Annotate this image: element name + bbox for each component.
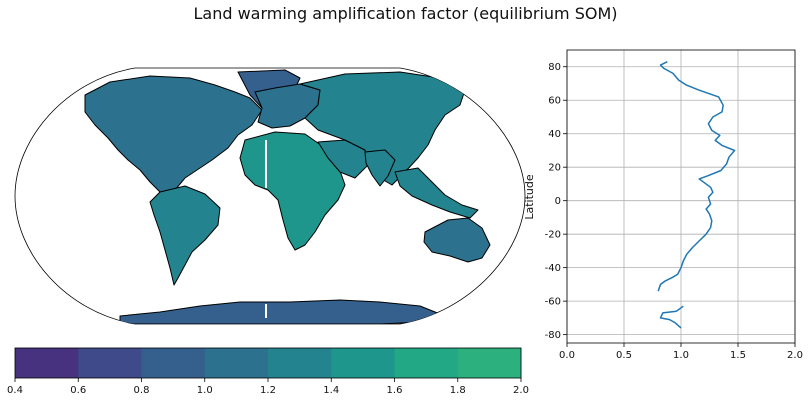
- colorbar-tick-label: 1.8: [450, 385, 466, 396]
- profile-series-line: [657, 61, 736, 292]
- land-south-america: [149, 185, 221, 286]
- y-tick-label: 60: [548, 96, 561, 107]
- x-tick-label: 1.5: [730, 350, 746, 361]
- colorbar: 0.4 0.6 0.8 1.0 1.2 1.4 1.6 1.8 2.0: [7, 347, 529, 396]
- colorbar-tick-label: 1.2: [260, 385, 276, 396]
- x-tick-label: 0.5: [616, 350, 632, 361]
- y-tick-label: -80: [545, 330, 561, 341]
- colorbar-bin: [457, 348, 522, 378]
- y-tick-label: 20: [548, 163, 561, 174]
- figure-title: Land warming amplification factor (equil…: [193, 4, 618, 23]
- colorbar-tick-label: 0.6: [70, 385, 86, 396]
- land-australia: [423, 217, 491, 263]
- colorbar-tick-label: 1.6: [387, 385, 403, 396]
- colorbar-bin: [15, 348, 79, 378]
- land-india: [364, 149, 396, 187]
- x-tick-label: 1.0: [673, 350, 689, 361]
- colorbar-bin: [141, 348, 206, 378]
- colorbar-bin: [78, 348, 142, 378]
- profile-grid: [566, 50, 796, 343]
- colorbar-bin: [331, 348, 395, 378]
- colorbar-tick-label: 1.0: [197, 385, 213, 396]
- y-tick-label: 0: [555, 196, 561, 207]
- land-antarctica: [119, 299, 441, 324]
- colorbar-bin: [268, 348, 332, 378]
- profile-series-line: [659, 305, 684, 329]
- latitude-profile-plot: 0.0 0.5 1.0 1.5 2.0 -80 -60 -40 -20 0 20 40 60 80 La…: [523, 49, 803, 361]
- land-se-asia: [394, 167, 479, 219]
- colorbar-bin: [394, 348, 459, 378]
- y-tick-label: -60: [545, 297, 561, 308]
- y-tick-label: 80: [548, 62, 561, 73]
- world-map: [14, 67, 526, 325]
- profile-y-ticks: -80 -60 -40 -20 0 20 40 60 80: [545, 62, 567, 341]
- x-tick-label: 2.0: [787, 350, 803, 361]
- colorbar-tick-label: 0.4: [7, 385, 23, 396]
- profile-y-label: Latitude: [523, 174, 536, 220]
- profile-x-ticks: 0.0 0.5 1.0 1.5 2.0: [559, 343, 803, 361]
- colorbar-bin: [204, 348, 269, 378]
- colorbar-tick-label: 2.0: [513, 385, 529, 396]
- y-tick-label: -20: [545, 230, 561, 241]
- y-tick-label: 40: [548, 129, 561, 140]
- land-north-america: [84, 75, 263, 199]
- y-tick-label: -40: [545, 263, 561, 274]
- x-tick-label: 0.0: [559, 350, 575, 361]
- profile-series: [657, 61, 736, 329]
- colorbar-tick-label: 0.8: [134, 385, 150, 396]
- colorbar-tick-label: 1.4: [323, 385, 339, 396]
